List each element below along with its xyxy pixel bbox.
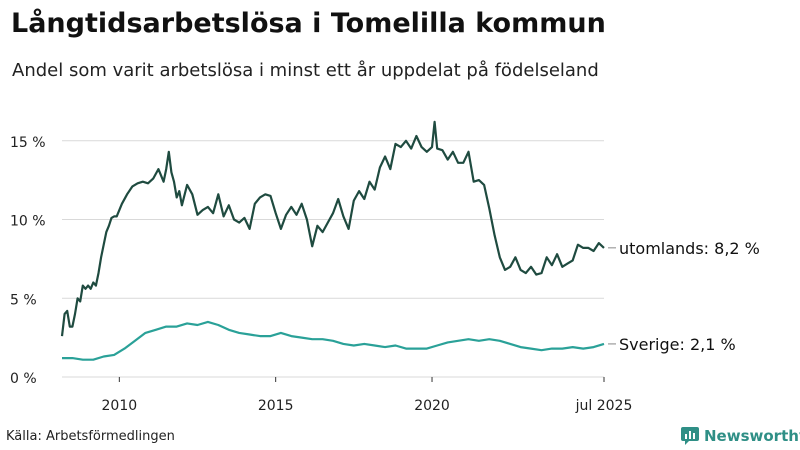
y-tick-label: 0 % (10, 371, 37, 387)
y-tick-label: 5 % (10, 292, 37, 308)
y-axis: 0 % 5 % 10 % 15 % (10, 135, 46, 387)
x-tick-label: 2015 (258, 398, 294, 414)
series-line-utomlands (60, 120, 605, 337)
brand-logo: Newsworthy (681, 426, 800, 446)
series-end-label-sverige: Sverige: 2,1 % (619, 335, 736, 354)
brand-name: Newsworthy (704, 427, 800, 445)
source-note: Källa: Arbetsförmedlingen (6, 429, 175, 444)
series-end-label-utomlands: utomlands: 8,2 % (619, 239, 760, 258)
x-tick-label: jul 2025 (575, 398, 633, 414)
series-line-sverige (62, 320, 605, 361)
x-axis: 2010 2015 2020 jul 2025 (102, 377, 633, 414)
chart-subtitle: Andel som varit arbetslösa i minst ett å… (12, 60, 599, 81)
chart-title: Långtidsarbetslösa i Tomelilla kommun (11, 8, 606, 39)
y-tick-label: 15 % (10, 135, 46, 151)
series-lines (60, 120, 605, 361)
series-end-labels: utomlands: 8,2 % Sverige: 2,1 % (608, 239, 760, 354)
gridlines (62, 140, 604, 378)
bar-chart-icon (681, 427, 699, 445)
x-tick-label: 2020 (414, 398, 450, 414)
y-tick-label: 10 % (10, 214, 46, 230)
x-tick-label: 2010 (102, 398, 138, 414)
